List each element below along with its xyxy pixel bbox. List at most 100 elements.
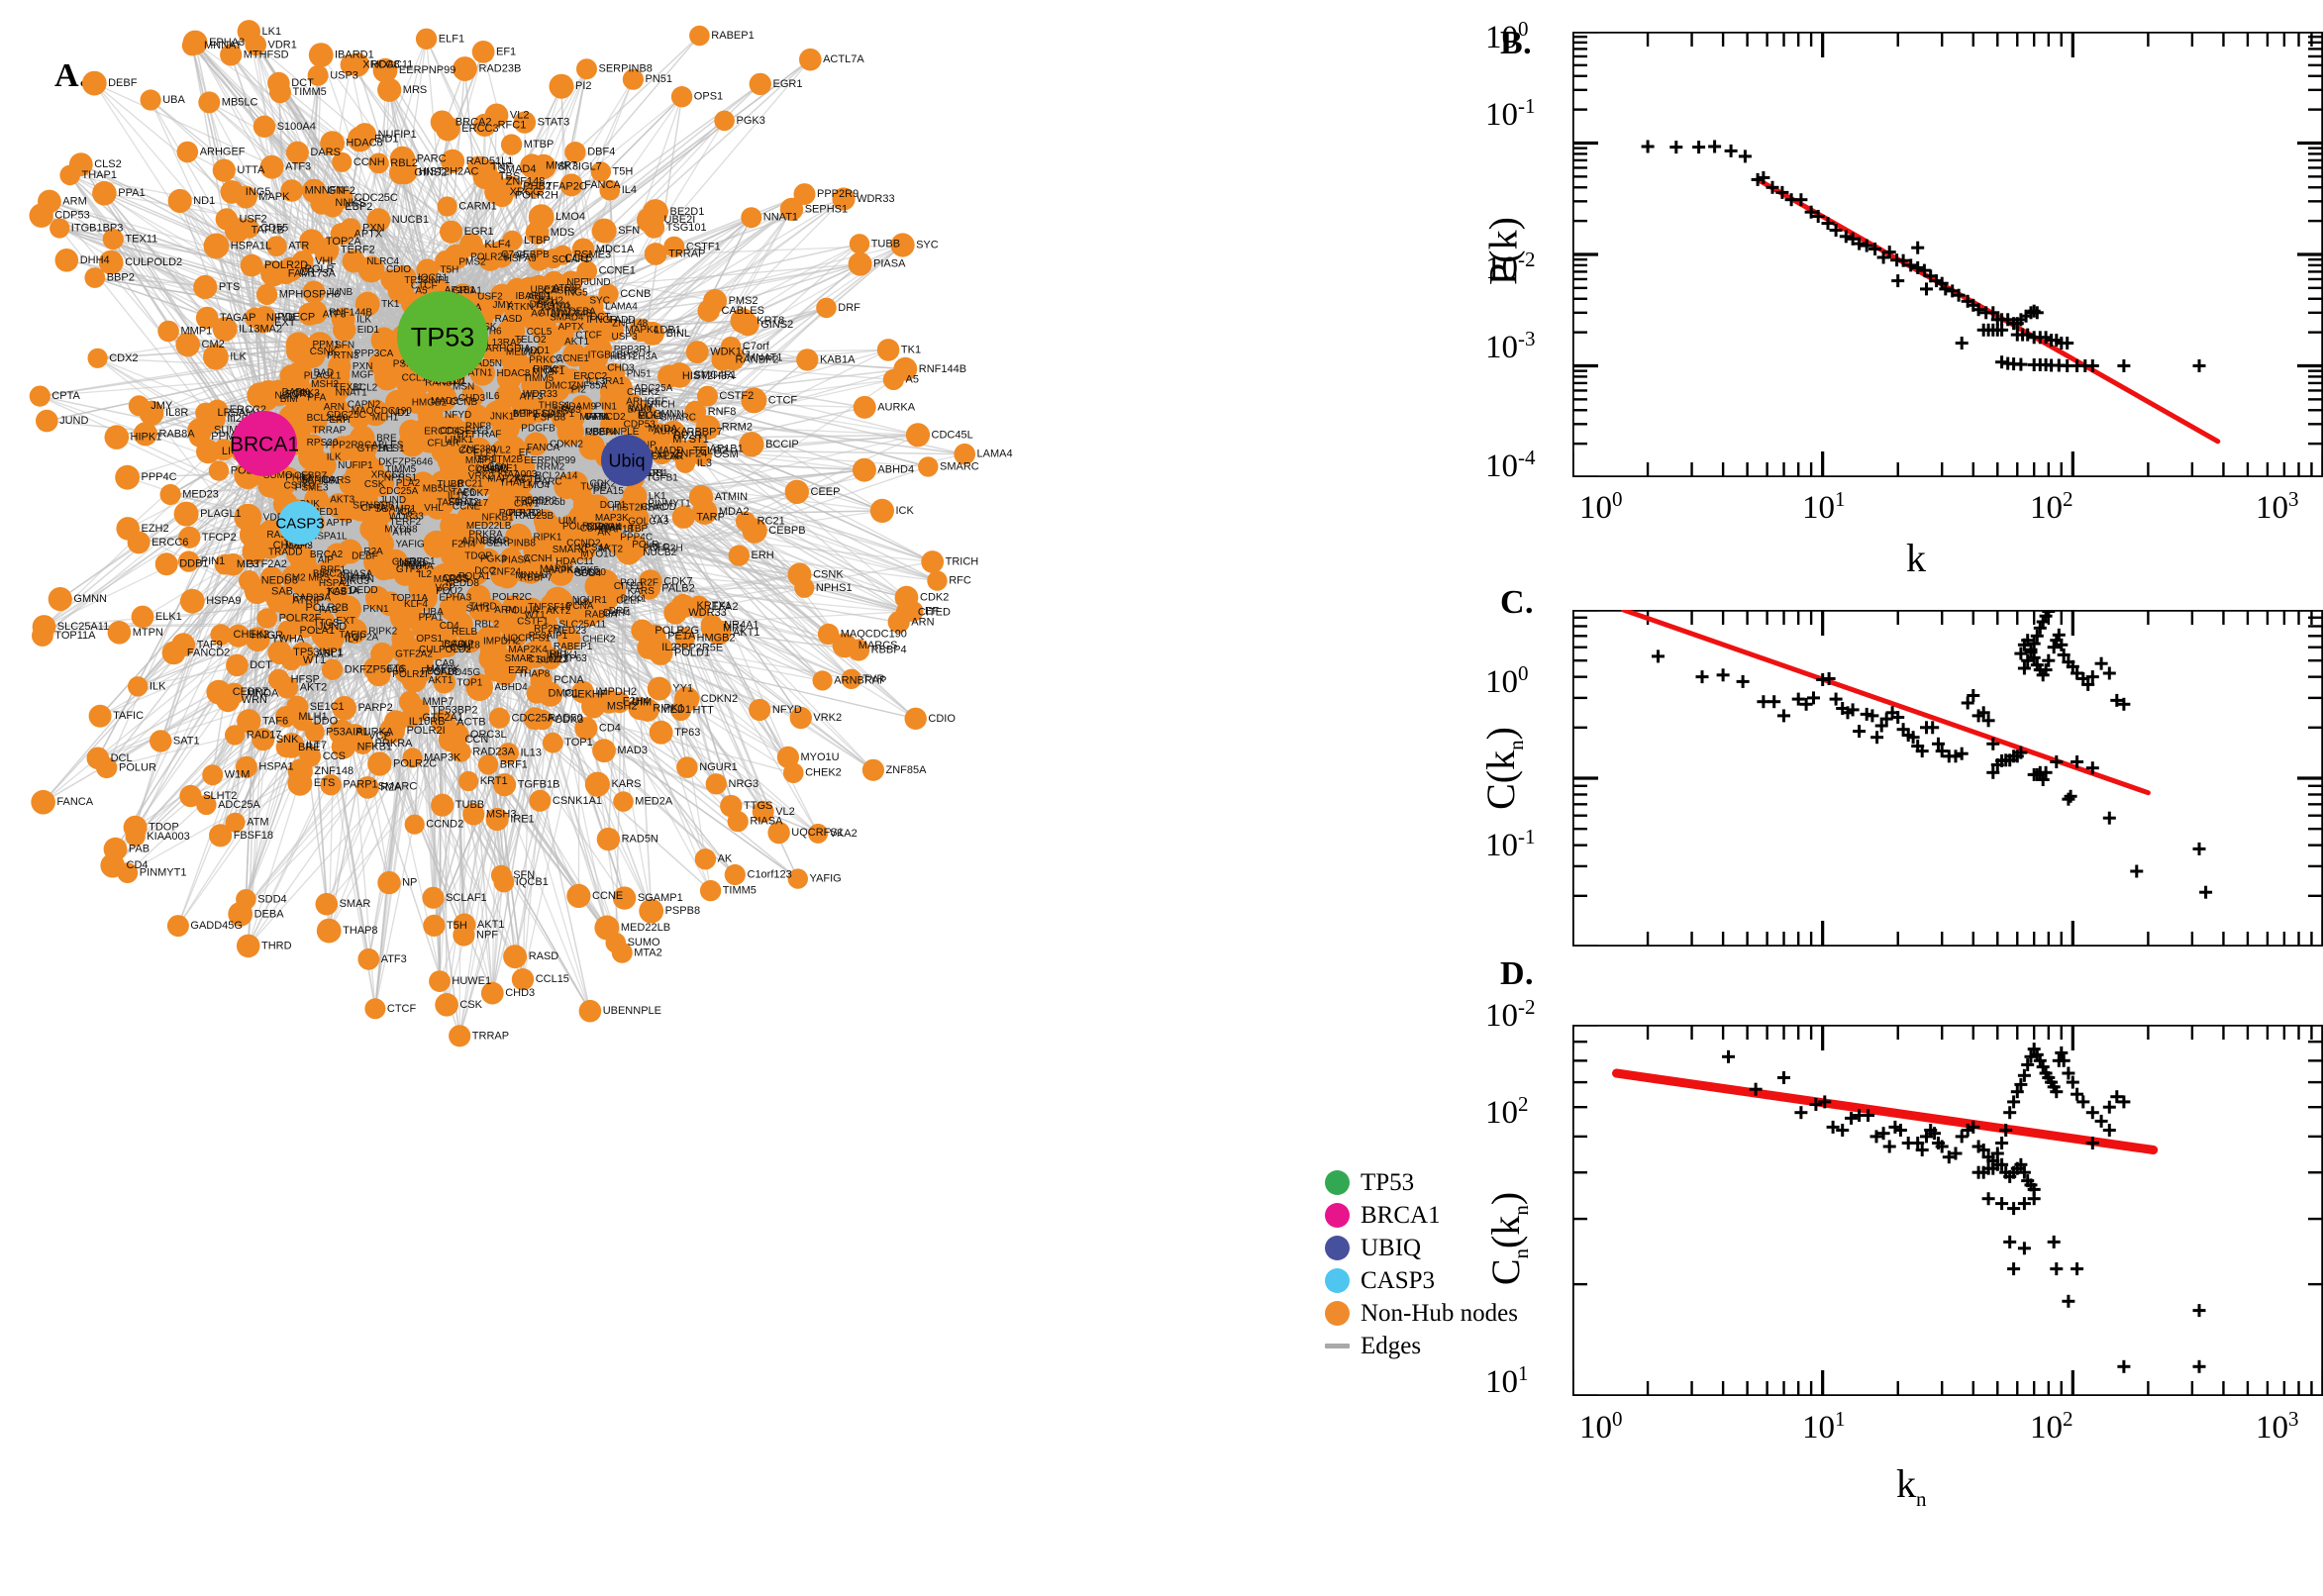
network-node[interactable] <box>320 131 345 156</box>
network-node[interactable] <box>905 423 931 448</box>
network-node[interactable] <box>440 220 463 244</box>
network-node[interactable] <box>542 732 563 753</box>
network-node[interactable] <box>644 243 667 265</box>
network-node[interactable] <box>226 653 249 677</box>
network-node[interactable] <box>237 709 261 734</box>
network-node[interactable] <box>869 498 895 523</box>
network-node[interactable] <box>749 698 771 722</box>
network-node[interactable] <box>566 883 591 909</box>
network-node[interactable] <box>293 615 317 639</box>
network-node[interactable] <box>167 188 192 214</box>
network-node[interactable] <box>32 625 53 647</box>
network-node[interactable] <box>357 948 380 970</box>
network-node[interactable] <box>150 730 172 752</box>
network-node[interactable] <box>689 25 710 47</box>
network-node[interactable] <box>330 186 354 209</box>
network-node[interactable] <box>841 668 861 689</box>
network-node[interactable] <box>372 57 398 83</box>
network-node[interactable] <box>787 868 808 889</box>
network-node[interactable] <box>683 437 708 461</box>
network-node[interactable] <box>210 624 232 646</box>
network-node[interactable] <box>202 764 224 786</box>
network-hub-node-ubiq[interactable] <box>601 435 653 486</box>
network-node[interactable] <box>890 233 915 257</box>
network-node[interactable] <box>449 558 473 583</box>
network-node[interactable] <box>894 585 919 610</box>
network-node[interactable] <box>553 245 573 265</box>
network-node[interactable] <box>84 267 106 288</box>
network-node[interactable] <box>639 898 664 924</box>
network-node[interactable] <box>576 58 597 80</box>
network-node[interactable] <box>484 658 507 682</box>
network-node[interactable] <box>703 289 728 313</box>
network-node[interactable] <box>131 605 154 629</box>
network-node[interactable] <box>29 385 50 407</box>
network-node[interactable] <box>277 620 298 642</box>
network-node[interactable] <box>347 126 373 152</box>
network-node[interactable] <box>728 545 750 566</box>
network-node[interactable] <box>354 438 377 459</box>
network-node[interactable] <box>342 618 367 645</box>
network-node[interactable] <box>372 500 396 524</box>
network-node[interactable] <box>159 483 181 506</box>
network-node[interactable] <box>530 635 553 658</box>
network-node[interactable] <box>617 495 640 518</box>
network-node[interactable] <box>385 389 411 415</box>
network-node[interactable] <box>787 562 812 587</box>
network-node[interactable] <box>431 793 454 817</box>
network-node[interactable] <box>503 945 528 969</box>
network-node[interactable] <box>286 695 309 718</box>
network-node[interactable] <box>31 789 55 815</box>
network-node[interactable] <box>92 180 117 206</box>
network-node[interactable] <box>612 886 637 910</box>
network-node[interactable] <box>173 501 199 527</box>
network-node[interactable] <box>666 362 693 388</box>
network-node[interactable] <box>663 236 685 257</box>
network-node[interactable] <box>321 658 344 680</box>
network-node[interactable] <box>529 789 552 812</box>
network-node[interactable] <box>429 970 451 992</box>
network-node[interactable] <box>395 598 422 625</box>
network-node[interactable] <box>613 791 634 812</box>
network-node[interactable] <box>259 154 284 179</box>
network-node[interactable] <box>477 159 497 180</box>
network-node[interactable] <box>501 436 526 459</box>
network-node[interactable] <box>273 259 298 284</box>
network-node[interactable] <box>695 415 721 441</box>
network-node[interactable] <box>377 870 401 895</box>
network-node[interactable] <box>340 53 361 75</box>
network-node[interactable] <box>398 430 426 457</box>
network-node[interactable] <box>102 228 124 250</box>
network-node[interactable] <box>477 754 499 775</box>
network-node[interactable] <box>269 81 291 104</box>
network-node[interactable] <box>245 627 270 652</box>
network-node[interactable] <box>629 318 653 343</box>
network-node[interactable] <box>280 179 304 202</box>
network-node[interactable] <box>455 529 479 553</box>
network-node[interactable] <box>88 704 112 728</box>
network-node[interactable] <box>406 698 430 723</box>
network-node[interactable] <box>38 189 61 214</box>
network-node[interactable] <box>594 586 620 611</box>
network-node[interactable] <box>422 634 449 660</box>
network-node[interactable] <box>571 680 594 704</box>
network-node[interactable] <box>564 142 586 163</box>
network-node[interactable] <box>468 597 493 622</box>
network-node[interactable] <box>298 468 322 492</box>
network-node[interactable] <box>685 341 709 364</box>
network-node[interactable] <box>107 621 132 645</box>
network-node[interactable] <box>181 35 203 56</box>
network-node[interactable] <box>440 513 465 539</box>
network-node[interactable] <box>652 443 673 465</box>
network-node[interactable] <box>576 260 598 282</box>
network-node[interactable] <box>361 399 389 427</box>
network-node[interactable] <box>359 517 383 542</box>
network-node[interactable] <box>699 879 722 902</box>
network-node[interactable] <box>437 196 457 217</box>
network-node[interactable] <box>252 728 275 751</box>
network-node[interactable] <box>600 318 624 342</box>
network-node[interactable] <box>480 981 504 1005</box>
network-node[interactable] <box>783 762 804 783</box>
network-node[interactable] <box>433 671 455 694</box>
network-node[interactable] <box>354 291 380 317</box>
